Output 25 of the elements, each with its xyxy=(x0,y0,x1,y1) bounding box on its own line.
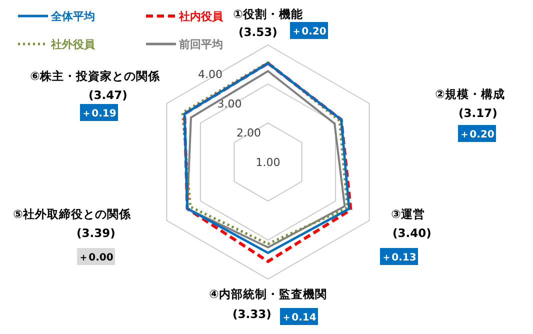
spoke-label: ③運営 xyxy=(391,207,425,221)
text: (3.33) xyxy=(232,307,272,321)
annotation-box: ＋0.14 xyxy=(280,308,318,325)
legend-label: 社外役員 xyxy=(50,38,96,51)
annotation-box: ＋0.13 xyxy=(380,248,418,265)
text: (3.39) xyxy=(76,226,116,240)
text: (3.17) xyxy=(458,106,498,120)
text: (3.47) xyxy=(88,88,128,102)
annotation-box: ＋0.00 xyxy=(77,248,115,265)
spoke-label: ①役割・機能 xyxy=(233,7,303,21)
spoke-label: ④内部統制・監査機関 xyxy=(209,287,327,301)
spoke-label: ②規模・構成 xyxy=(435,87,505,101)
spoke-label: ⑥株主・投資家との関係 xyxy=(30,69,161,83)
annotation-box: ＋0.20 xyxy=(458,125,496,142)
y-tick-label: 1.00 xyxy=(256,156,280,169)
y-tick-label: 2.00 xyxy=(236,126,262,140)
annotation-box: ＋0.20 xyxy=(290,22,328,39)
text: (3.40) xyxy=(392,226,432,240)
spoke-label: ⑤社外取締役との関係 xyxy=(13,207,132,221)
legend-label: 前回平均 xyxy=(178,38,223,51)
legend-label: 社内役員 xyxy=(178,10,224,23)
legend-label: 全体平均 xyxy=(50,10,95,23)
annotation-box: ＋0.19 xyxy=(80,104,118,121)
text: (3.53) xyxy=(238,25,278,39)
y-tick-label: 4.00 xyxy=(198,68,223,81)
